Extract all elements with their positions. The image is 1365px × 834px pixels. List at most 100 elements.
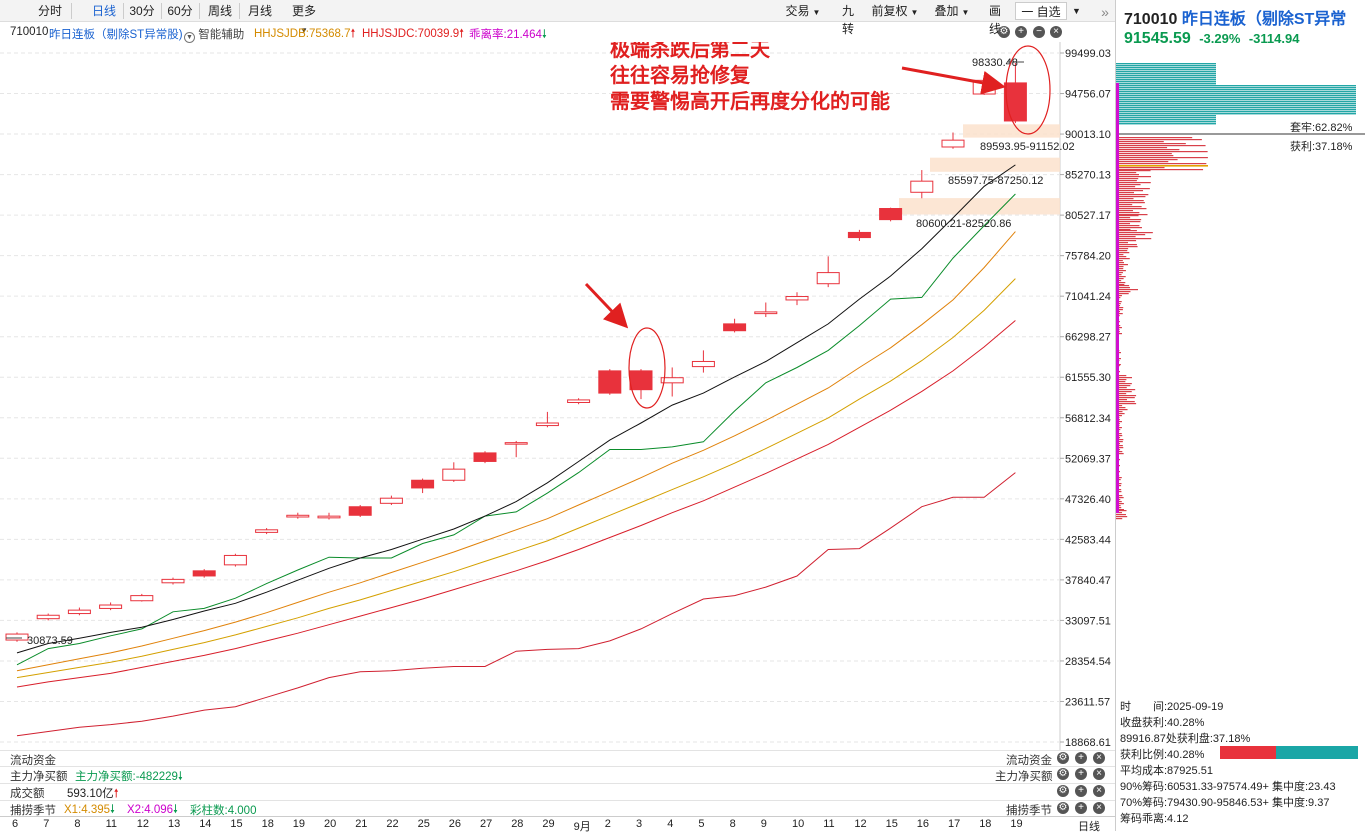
chip-bar-profit bbox=[1116, 285, 1130, 287]
chip-bar-profit bbox=[1116, 221, 1141, 223]
period-tab-0[interactable]: 分时 bbox=[37, 4, 62, 18]
panel-collapse-icon[interactable]: » bbox=[1101, 4, 1109, 20]
watchlist-button[interactable]: 一 自选 bbox=[1015, 2, 1067, 20]
close-icon[interactable]: × bbox=[1093, 752, 1105, 764]
zoom-in-icon[interactable]: + bbox=[1075, 752, 1087, 764]
candle-body[interactable] bbox=[847, 231, 871, 239]
zoom-out-icon[interactable]: − bbox=[1033, 26, 1045, 38]
chip-bar-profit bbox=[1116, 229, 1131, 231]
candle-body[interactable] bbox=[67, 609, 91, 615]
candle-body[interactable] bbox=[411, 479, 435, 489]
y-tick-label: 90013.10 bbox=[1065, 129, 1111, 141]
candle-body[interactable] bbox=[567, 399, 591, 403]
candle-body[interactable] bbox=[1003, 82, 1027, 122]
toolbar-right-2[interactable]: 前复权 ▼ bbox=[866, 2, 924, 20]
candle-body[interactable] bbox=[473, 452, 497, 462]
chip-bar-profit bbox=[1116, 411, 1123, 413]
candle-body[interactable] bbox=[348, 506, 372, 516]
chip-bar-profit bbox=[1116, 208, 1147, 210]
candle-body[interactable] bbox=[629, 370, 653, 391]
chip-bar-trapped bbox=[1116, 71, 1216, 73]
chip-bar-profit bbox=[1116, 287, 1130, 289]
close-icon[interactable]: × bbox=[1093, 802, 1105, 814]
candle-body[interactable] bbox=[255, 529, 279, 533]
settings-icon[interactable]: ⚙ bbox=[1057, 752, 1069, 764]
profit-ratio-fill bbox=[1220, 746, 1276, 759]
zoom-in-icon[interactable]: + bbox=[1075, 768, 1087, 780]
zoom-in-icon[interactable]: + bbox=[1015, 26, 1027, 38]
chip-bar-profit bbox=[1116, 516, 1128, 518]
chip-bar-profit bbox=[1116, 184, 1141, 186]
period-tab-1[interactable]: 日线 bbox=[91, 4, 116, 18]
chip-bar-profit bbox=[1116, 254, 1124, 256]
annotation-text: 往往容易抢修复 bbox=[610, 63, 751, 87]
candle-body[interactable] bbox=[941, 139, 965, 148]
chip-bar-profit bbox=[1116, 174, 1140, 176]
chip-bar-trapped bbox=[1116, 73, 1216, 75]
watchlist-dropdown-icon[interactable]: ▼ bbox=[1072, 6, 1081, 16]
more-periods-dropdown[interactable]: 更多 ▼ bbox=[283, 2, 325, 35]
candle-body[interactable] bbox=[785, 296, 809, 301]
candle-body[interactable] bbox=[754, 311, 778, 315]
highlight-ellipse bbox=[628, 327, 666, 409]
candle-body[interactable] bbox=[442, 468, 466, 481]
arrow-up-icon: 🠕 bbox=[459, 28, 465, 40]
close-icon[interactable]: × bbox=[1093, 785, 1105, 797]
chip-bar-trapped bbox=[1116, 65, 1216, 67]
chip-bar-profit bbox=[1116, 385, 1131, 387]
candle-body[interactable] bbox=[192, 570, 216, 577]
toolbar-right-1[interactable]: 九转 bbox=[833, 2, 863, 36]
candle-body[interactable] bbox=[99, 604, 123, 609]
candle-body[interactable] bbox=[691, 360, 715, 368]
candle-body[interactable] bbox=[36, 614, 60, 620]
settings-icon[interactable]: ⚙ bbox=[998, 26, 1010, 38]
rp-info-line: 筹码乖离:4.12 bbox=[1120, 813, 1189, 825]
zoom-in-icon[interactable]: + bbox=[1075, 802, 1087, 814]
toolbar-right-0[interactable]: 交易 ▼ bbox=[780, 2, 826, 20]
candle-body[interactable] bbox=[598, 370, 622, 394]
rp-info-line: 89916.87处获利盘:37.18% bbox=[1120, 733, 1251, 745]
chip-bar-profit bbox=[1116, 387, 1127, 389]
candle-body[interactable] bbox=[660, 377, 684, 384]
candle-body[interactable] bbox=[5, 633, 29, 641]
settings-icon[interactable]: ⚙ bbox=[1057, 785, 1069, 797]
kline-chart[interactable]: 99499.03 94756.07 90013.10 85270.13 80527.17… bbox=[0, 42, 1115, 750]
toolbar-right-3[interactable]: 叠加 ▼ bbox=[929, 2, 975, 20]
rp-info-line: 平均成本:87925.51 bbox=[1120, 765, 1213, 777]
chip-bar-trapped bbox=[1116, 87, 1356, 89]
chip-bar-profit bbox=[1116, 169, 1204, 171]
toolbar-right-4[interactable]: 画线 bbox=[980, 2, 1010, 36]
candle-body[interactable] bbox=[910, 180, 934, 193]
candle-body[interactable] bbox=[379, 497, 403, 504]
period-tab-2[interactable]: 30分 bbox=[129, 4, 155, 18]
candle-body[interactable] bbox=[223, 554, 247, 566]
period-tab-3[interactable]: 60分 bbox=[167, 4, 193, 18]
candle-body[interactable] bbox=[317, 515, 341, 519]
turnover-label: 成交额 bbox=[10, 788, 45, 800]
x-tick-label: 26 bbox=[448, 818, 462, 830]
zoom-in-icon[interactable]: + bbox=[1075, 785, 1087, 797]
chip-bar-trapped bbox=[1116, 93, 1356, 95]
candle-body[interactable] bbox=[535, 422, 559, 427]
period-tab-4[interactable]: 周线 bbox=[207, 4, 232, 18]
chip-bar-profit bbox=[1116, 405, 1123, 407]
candle-body[interactable] bbox=[723, 323, 747, 332]
y-tick-label: 75784.20 bbox=[1065, 251, 1111, 263]
candle-body[interactable] bbox=[130, 595, 154, 602]
settings-icon[interactable]: ⚙ bbox=[1057, 768, 1069, 780]
smart-assist-dropdown[interactable]: ▼ 智能辅助 bbox=[184, 26, 244, 43]
candle-body[interactable] bbox=[286, 514, 310, 518]
index-name[interactable]: 昨日连板（剔除ST异常股) bbox=[49, 29, 183, 41]
candle-body[interactable] bbox=[161, 578, 185, 584]
chip-bar-profit bbox=[1116, 441, 1123, 443]
period-tab-5[interactable]: 月线 bbox=[247, 4, 272, 18]
close-icon[interactable]: × bbox=[1050, 26, 1062, 38]
chip-bar-profit bbox=[1116, 215, 1139, 217]
settings-icon[interactable]: ⚙ bbox=[1057, 802, 1069, 814]
candle-body[interactable] bbox=[816, 272, 840, 285]
candle-body[interactable] bbox=[879, 208, 903, 221]
close-icon[interactable]: × bbox=[1093, 768, 1105, 780]
candle-body[interactable] bbox=[504, 442, 528, 445]
chip-bar-profit bbox=[1116, 137, 1193, 139]
x-tick-label: 12 bbox=[854, 818, 867, 830]
